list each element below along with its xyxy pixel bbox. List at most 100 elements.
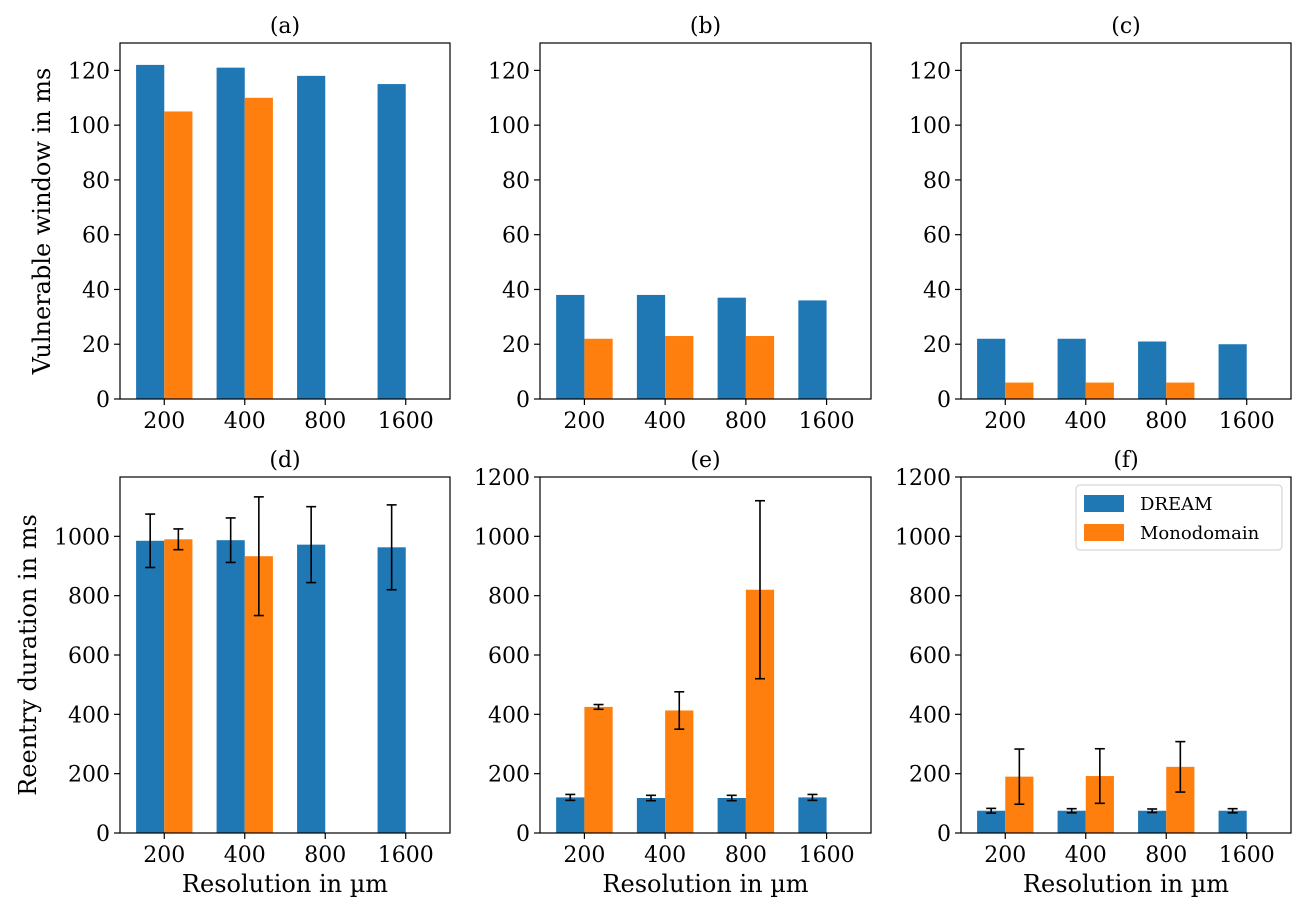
x-tick-label: 200 [984,843,1026,868]
x-tick-label: 400 [1065,409,1107,434]
y-tick-label: 1200 [474,466,530,491]
error-bar-dream-1600 [1227,807,1238,814]
y-tick-label: 100 [909,114,951,139]
bar-dream-800 [1138,810,1167,833]
y-tick-label: 600 [909,644,951,669]
panel-f: 0 200 400 600 800 1000 1200 200 400 800 1600 (f) Res… [895,448,1292,898]
bar-dream-1600 [798,797,827,833]
y-tick-label: 120 [488,59,530,84]
x-tick-label: 1600 [799,409,855,434]
legend-box [1075,484,1283,551]
y-axis-label: Reentry duration in ms [14,514,42,796]
bar-dream-400 [1057,810,1086,833]
bar-monodomain-200 [584,706,613,833]
bar-monodomain-400 [665,336,694,399]
x-tick-label: 1600 [799,843,855,868]
error-bar-dream-1600 [386,504,397,591]
y-tick-label: 1000 [474,525,530,550]
bar-dream-400 [1057,338,1086,399]
bar-dream-800 [297,75,326,399]
y-tick-label: 800 [488,585,530,610]
axes-frame [119,42,451,400]
error-bar-dream-200 [986,807,997,814]
error-bar-dream-1600 [807,793,818,802]
x-tick-label: 400 [224,843,266,868]
y-tick-label: 0 [96,822,110,847]
y-tick-label: 100 [488,114,530,139]
bar-dream-400 [216,540,245,833]
error-bar-monodomain-400 [253,496,264,617]
bar-monodomain-200 [164,111,193,399]
panel-b: 0 20 40 60 80 100 120 200 400 800 1600 (b) [488,14,872,434]
bar-dream-200 [556,797,585,833]
bar-monodomain-200 [1005,382,1034,399]
x-axis-label: Resolution in µm [602,870,808,898]
axes-frame [960,42,1292,400]
error-bar-monodomain-200 [593,703,604,711]
x-tick-label: 800 [1145,843,1187,868]
bar-dream-800 [717,797,746,833]
y-tick-label: 120 [909,59,951,84]
legend-swatch-dream [1084,495,1124,512]
x-tick-label: 800 [304,409,346,434]
x-tick-label: 1600 [1219,409,1275,434]
y-tick-label: 80 [923,169,951,194]
x-tick-label: 400 [644,843,686,868]
y-tick-label: 120 [68,59,110,84]
bar-monodomain-400 [1085,382,1114,399]
panel-a: 0 20 40 60 80 100 120 200 400 800 1600 (a) Vulnerabl… [28,14,451,434]
bar-dream-1600 [377,547,406,833]
x-tick-label: 200 [143,843,185,868]
bar-dream-1600 [798,300,827,399]
y-tick-label: 60 [923,224,951,249]
y-tick-label: 1000 [895,525,951,550]
y-tick-label: 600 [488,644,530,669]
error-bar-dream-800 [306,505,317,584]
y-tick-label: 100 [68,114,110,139]
y-tick-label: 200 [909,763,951,788]
y-tick-label: 200 [488,763,530,788]
y-tick-label: 20 [923,333,951,358]
y-tick-label: 80 [502,169,530,194]
error-bar-dream-400 [225,517,236,564]
bar-dream-400 [636,797,666,833]
x-tick-label: 400 [1065,843,1107,868]
y-tick-label: 0 [937,822,951,847]
y-tick-label: 1000 [54,525,110,550]
bar-monodomain-800 [1166,382,1195,399]
legend-swatch-monodomain [1084,524,1124,541]
bar-dream-800 [297,544,326,833]
x-tick-label: 800 [1145,409,1187,434]
error-bar-monodomain-200 [1014,748,1025,806]
y-tick-label: 400 [909,703,951,728]
y-tick-label: 0 [516,822,530,847]
bar-dream-1600 [1218,344,1247,399]
y-tick-label: 0 [937,388,951,413]
bar-dream-400 [636,294,666,399]
x-axis-label: Resolution in µm [1023,870,1229,898]
x-tick-label: 200 [563,843,605,868]
bar-dream-200 [136,64,165,400]
x-tick-label: 200 [563,409,605,434]
y-tick-label: 20 [502,333,530,358]
x-tick-label: 400 [224,409,266,434]
y-tick-label: 40 [82,278,110,303]
y-axis-label: Vulnerable window in ms [28,68,56,376]
error-bar-dream-400 [646,794,657,802]
bar-monodomain-800 [745,336,775,399]
panel-c: 0 20 40 60 80 100 120 200 400 800 1600 (c) [909,14,1292,434]
y-tick-label: 400 [488,703,530,728]
axes-frame [539,42,872,400]
bar-dream-1600 [1218,810,1247,833]
x-tick-label: 1600 [378,409,434,434]
legend-label-monodomain: Monodomain [1140,523,1260,544]
panel-title: (f) [1113,448,1138,473]
y-tick-label: 800 [68,585,110,610]
y-tick-label: 400 [68,703,110,728]
error-bar-dream-800 [726,794,737,802]
error-bar-monodomain-200 [173,528,184,551]
bar-dream-200 [977,810,1006,833]
y-tick-label: 40 [502,278,530,303]
bar-dream-800 [717,297,746,399]
